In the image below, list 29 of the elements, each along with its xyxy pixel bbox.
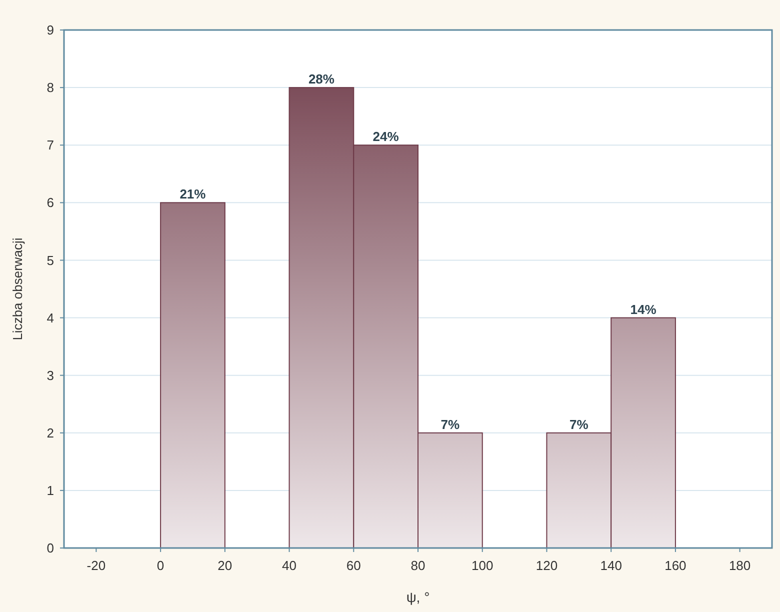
annotation: 21% xyxy=(180,186,206,202)
y-tick-label: 8 xyxy=(46,80,54,96)
annotation: 28% xyxy=(308,72,335,87)
x-axis-title: ψ, ° xyxy=(406,589,430,605)
y-tick-label: 0 xyxy=(46,540,54,556)
x-tick-label: 40 xyxy=(282,558,297,573)
x-tick-label: 100 xyxy=(472,558,494,573)
annotation: 24% xyxy=(372,129,400,144)
x-tick-label: 140 xyxy=(600,558,622,573)
annotation: 7% xyxy=(440,416,460,432)
y-tick-label: 1 xyxy=(46,482,54,498)
y-tick-label: 2 xyxy=(46,425,54,440)
x-tick-label: 160 xyxy=(664,558,686,573)
x-tick-label: 60 xyxy=(346,558,361,573)
y-tick-label: 4 xyxy=(46,310,54,326)
x-tick-label: 180 xyxy=(728,558,751,573)
annotation: 14% xyxy=(630,302,657,317)
x-tick-label: 0 xyxy=(156,558,164,573)
x-tick-label: 20 xyxy=(218,558,232,573)
y-tick-label: 9 xyxy=(46,22,54,38)
x-tick-label: 120 xyxy=(536,558,558,573)
x-tick-label: 80 xyxy=(410,558,426,573)
annotation: 7% xyxy=(570,416,589,432)
y-axis-title: Liczba obserwacji xyxy=(10,238,25,340)
y-tick-label: 5 xyxy=(46,252,54,268)
x-tick-label: -20 xyxy=(86,558,106,573)
y-tick-label: 6 xyxy=(46,195,54,210)
y-tick-label: 7 xyxy=(46,138,54,153)
y-tick-label: 3 xyxy=(46,368,54,383)
